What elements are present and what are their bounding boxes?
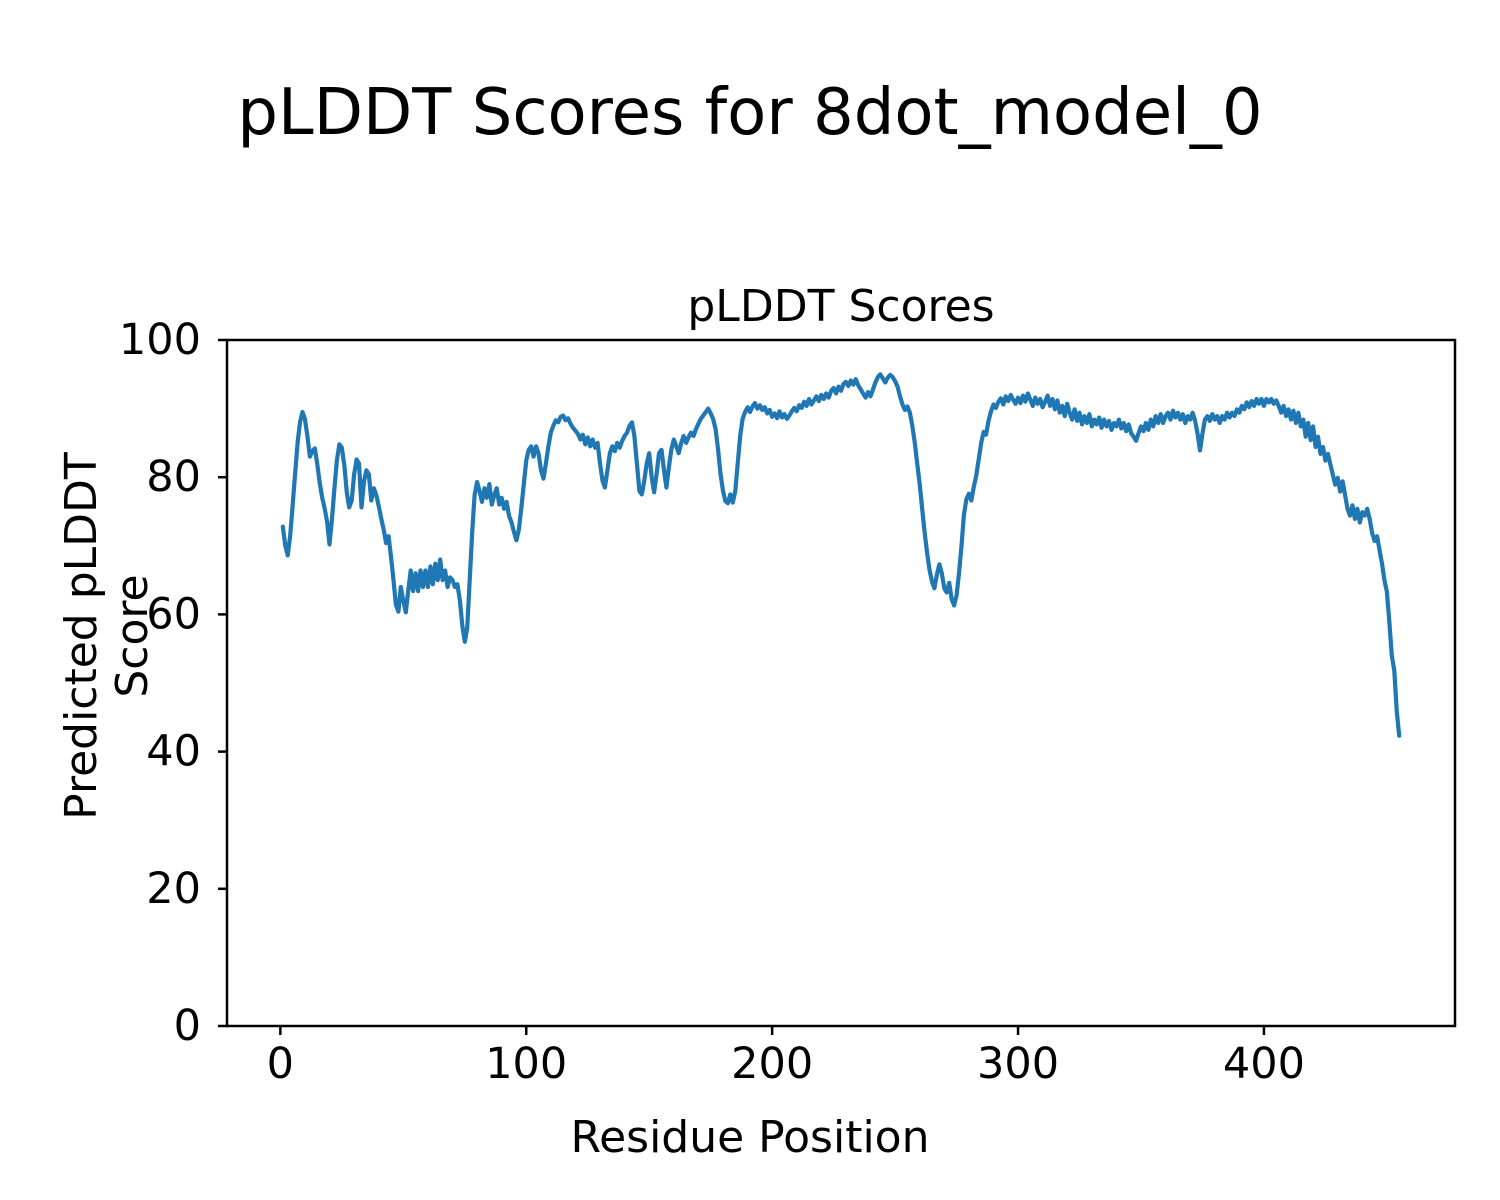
y-tick-label: 60	[146, 589, 201, 639]
axes-title: pLDDT Scores	[687, 281, 995, 332]
y-tick-label: 0	[174, 1001, 201, 1051]
figure-suptitle: pLDDT Scores for 8dot_model_0	[237, 76, 1263, 150]
y-tick-label: 100	[119, 315, 201, 365]
x-tick-label: 200	[731, 1039, 813, 1089]
axes-spines	[225, 338, 1457, 1028]
x-tick-label: 300	[977, 1039, 1059, 1089]
x-tick-label: 0	[267, 1039, 294, 1089]
plddt-line	[280, 372, 1402, 738]
x-tick-label: 100	[485, 1039, 567, 1089]
y-tick-label: 40	[146, 727, 201, 777]
x-tick-label: 400	[1223, 1039, 1305, 1089]
y-tick-label: 20	[146, 864, 201, 914]
x-axis-label: Residue Position	[570, 1112, 930, 1163]
y-tick-label: 80	[146, 452, 201, 502]
